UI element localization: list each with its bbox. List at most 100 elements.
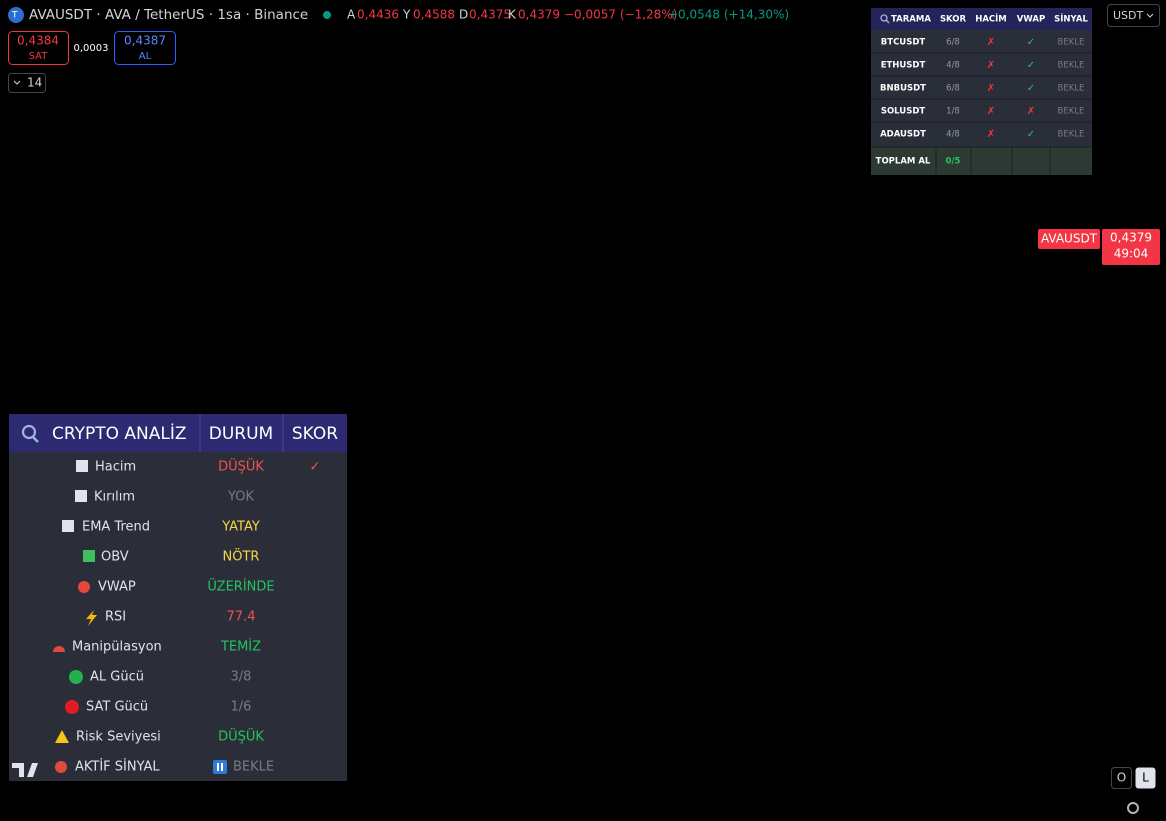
controls: USDT AVAUSDT 0,4379 49:04 O L	[1038, 4, 1160, 814]
ohlc-value: 0,4436	[357, 8, 399, 22]
range-change: +0,0548 (+14,30%)	[668, 8, 789, 22]
row-label: OBV	[101, 550, 129, 565]
row-label: SAT Gücü	[86, 700, 148, 715]
icon	[55, 761, 67, 773]
search-icon	[880, 14, 888, 22]
panel-header-bg	[9, 414, 347, 452]
row-status: TEMİZ	[220, 639, 261, 655]
table-head: TARAMA	[891, 15, 931, 25]
cell: ✗	[987, 37, 995, 48]
cell: ADAUSDT	[880, 130, 926, 140]
scan-table: TARAMA SKOR HACİM VWAP SİNYAL BTCUSDT 6/…	[871, 8, 1092, 175]
indicators-count: 14	[27, 76, 42, 90]
chevron	[13, 80, 21, 85]
row-label: Kırılım	[94, 490, 135, 505]
ohlc-value: 0,4379	[518, 8, 560, 22]
buy-price: 0,4387	[124, 34, 166, 48]
row-status: DÜŞÜK	[218, 728, 264, 745]
cell: ✗	[987, 129, 995, 140]
cell: ✓	[1027, 37, 1035, 48]
pause-icon	[217, 763, 219, 771]
table-footer-bg	[871, 147, 1092, 175]
icon	[55, 730, 69, 743]
cell: BEKLE	[1058, 84, 1085, 94]
cell: 6/8	[946, 84, 960, 94]
symbol-tag	[1038, 229, 1100, 249]
scale-button-text: L	[1142, 771, 1149, 785]
table-head: SKOR	[940, 15, 967, 25]
tv-logo	[12, 763, 38, 777]
row-label: VWAP	[98, 580, 136, 595]
cell: BNBUSDT	[880, 84, 926, 94]
panel-title: CRYPTO ANALİZ	[52, 423, 187, 444]
pause-icon	[221, 763, 223, 771]
ohlc-value: 0,4375	[469, 8, 511, 22]
cell: BEKLE	[1058, 107, 1085, 117]
settings-icon[interactable]	[1127, 802, 1139, 814]
search-icon	[21, 424, 37, 440]
cell: BTCUSDT	[881, 38, 926, 48]
symbol-logo: T	[11, 11, 18, 21]
ohlc-value: 0,4588	[413, 8, 455, 22]
countdown: 49:04	[1114, 247, 1149, 261]
row-label: EMA Trend	[82, 520, 150, 535]
ohlc-label: K	[508, 8, 517, 22]
row-status: NÖTR	[223, 548, 260, 565]
footer-value: 0/5	[946, 157, 961, 167]
scale-button[interactable]	[1135, 767, 1156, 789]
row-status: 1/6	[231, 700, 252, 715]
row-label: Manipülasyon	[72, 640, 162, 655]
row-status: ÜZERİNDE	[207, 578, 274, 595]
footer-label: TOPLAM AL	[876, 157, 931, 167]
cell: ✗	[987, 83, 995, 94]
change: −0,0057 (−1,28%)	[564, 8, 677, 22]
row-label: RSI	[105, 610, 126, 625]
currency-select[interactable]	[1107, 4, 1160, 27]
cell: 4/8	[946, 61, 960, 71]
ohlc-label: A	[347, 8, 356, 22]
icon	[83, 550, 95, 562]
currency: USDT	[1113, 9, 1144, 22]
cell: ✓	[1027, 83, 1035, 94]
cell: 1/8	[946, 107, 960, 117]
icon	[76, 460, 88, 472]
icon	[75, 490, 87, 502]
market-status	[323, 11, 331, 19]
ohlc-label: D	[459, 8, 468, 22]
icon	[86, 610, 97, 626]
row-status: 3/8	[231, 670, 252, 685]
cell: BEKLE	[1058, 38, 1085, 48]
chevron	[1146, 13, 1154, 18]
pause-icon	[213, 760, 227, 774]
symbol-tag-text: AVAUSDT	[1041, 232, 1098, 246]
icon	[62, 520, 74, 532]
buy-button[interactable]	[114, 31, 176, 65]
icon	[78, 581, 90, 593]
cell: BEKLE	[1058, 130, 1085, 140]
panel-bg	[9, 414, 347, 781]
row-score: ✓	[310, 460, 321, 475]
row-status: YATAY	[221, 520, 260, 535]
buy-label: AL	[139, 51, 152, 62]
price-tag-value: 0,4379	[1110, 231, 1152, 245]
row-label: Risk Seviyesi	[76, 730, 161, 745]
indicators-toggle[interactable]	[8, 73, 46, 93]
cell: ✗	[987, 106, 995, 117]
row-status: BEKLE	[233, 760, 274, 775]
sell-button[interactable]	[8, 31, 69, 65]
icon	[53, 646, 65, 652]
panel-col: DURUM	[209, 424, 273, 444]
spread: 0,0003	[74, 43, 109, 54]
cell: BEKLE	[1058, 61, 1085, 71]
cell: ✓	[1027, 129, 1035, 140]
header: T AVAUSDT · AVA / TetherUS · 1sa · Binan…	[8, 7, 789, 93]
row-status: DÜŞÜK	[218, 458, 264, 475]
table-head: HACİM	[975, 14, 1007, 25]
symbol-title: AVAUSDT · AVA / TetherUS · 1sa · Binance	[29, 7, 308, 23]
scale-button[interactable]	[1111, 767, 1132, 789]
table-head: SİNYAL	[1054, 14, 1088, 25]
sell-label: SAT	[29, 51, 49, 62]
row-status: 77.4	[227, 610, 256, 625]
symbol-logo	[8, 7, 24, 23]
